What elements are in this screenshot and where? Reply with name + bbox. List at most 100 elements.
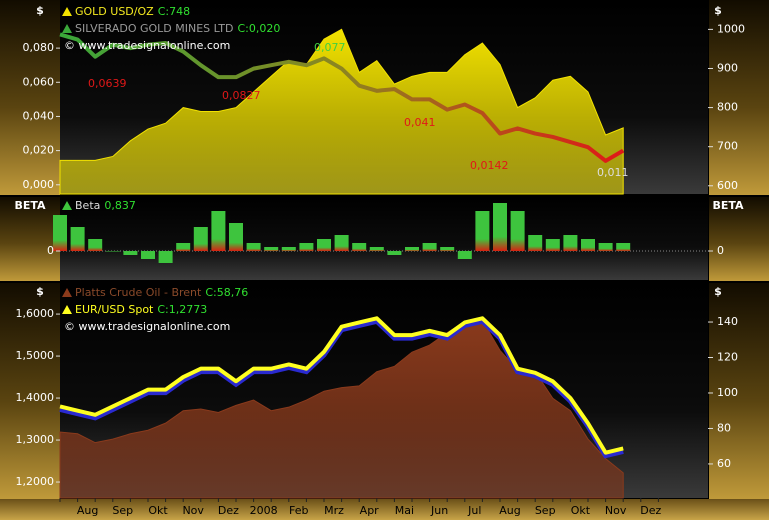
bar [581, 239, 595, 251]
x-tick-label: Okt [148, 504, 168, 517]
bar [193, 227, 208, 251]
x-tick-label: Apr [360, 504, 380, 517]
y-tick-label: 0,080 [23, 41, 55, 54]
annotation: 0,0827 [222, 89, 261, 102]
legend-icon [62, 7, 72, 16]
area [59, 319, 624, 499]
y2-tick-label: 0 [717, 244, 724, 257]
legend-label: SILVERADO GOLD MINES LTD [75, 22, 233, 35]
y-axis-label: $ [36, 285, 44, 298]
y2-tick-label: 140 [717, 315, 738, 328]
legend-entry: EUR/USD Spot C:1,2773 [62, 303, 207, 316]
annotation: 0,011 [597, 166, 629, 179]
bar [405, 247, 419, 251]
annotation: 0,041 [404, 116, 436, 129]
bar [616, 243, 631, 251]
y2-tick-label: 900 [717, 61, 738, 74]
legend-last-value: C:58,76 [205, 286, 248, 299]
bar [352, 243, 367, 251]
y-tick-label: 1,3000 [16, 433, 55, 446]
bar [440, 247, 455, 251]
x-tick-label: Mrz [324, 504, 344, 517]
legend-label: GOLD USD/OZ [75, 5, 154, 18]
x-tick-label: Jun [430, 504, 448, 517]
bar [70, 227, 85, 251]
y-tick-label: 0,060 [23, 75, 55, 88]
legend-last-value: 0,837 [104, 199, 136, 212]
y-axis-label: $ [36, 4, 44, 17]
legend-label: Platts Crude Oil - Brent [75, 286, 202, 299]
bar [387, 251, 402, 255]
x-tick-label: Sep [112, 504, 133, 517]
legend-last-value: C:1,2773 [157, 303, 207, 316]
y-axis-label: BETA [14, 199, 46, 212]
bar [369, 247, 384, 251]
legend-label: Beta [75, 199, 100, 212]
x-tick-label: Dez [218, 504, 239, 517]
bar [317, 239, 331, 251]
y-tick-label: 0,020 [23, 144, 55, 157]
bar [229, 223, 243, 251]
legend-icon [62, 305, 72, 314]
x-tick-label: Aug [77, 504, 98, 517]
x-tick-label: Nov [605, 504, 627, 517]
legend-last-value: C:0,020 [237, 22, 280, 35]
y2-tick-label: 60 [717, 457, 731, 470]
y2-tick-label: 700 [717, 140, 738, 153]
legend-icon [62, 288, 72, 297]
y-tick-label: 1,2000 [16, 475, 55, 488]
bar [334, 235, 349, 251]
y2-tick-label: 80 [717, 421, 731, 434]
y2-axis-label: BETA [712, 199, 744, 212]
legend-entry: Beta 0,837 [62, 199, 136, 212]
legend-last-value: C:748 [158, 5, 190, 18]
bar [299, 243, 314, 251]
bar [105, 251, 120, 252]
y2-tick-label: 800 [717, 101, 738, 114]
bar [176, 243, 191, 251]
legend-label: EUR/USD Spot [75, 303, 154, 316]
x-tick-label: Okt [571, 504, 591, 517]
y-tick-label: 1,5000 [16, 349, 55, 362]
x-tick-label: Nov [182, 504, 204, 517]
bar [88, 239, 103, 251]
y2-tick-label: 600 [717, 179, 738, 192]
y-tick-label: 1,6000 [16, 307, 55, 320]
y2-axis-label: $ [714, 285, 722, 298]
annotation: 0,0639 [88, 77, 127, 90]
bar [264, 247, 279, 251]
x-tick-label: Dez [640, 504, 661, 517]
legend-icon [62, 24, 72, 33]
y2-tick-label: 120 [717, 351, 738, 364]
x-tick-label: Jul [467, 504, 481, 517]
bar [598, 243, 613, 251]
y-tick-label: 0,040 [23, 109, 55, 122]
x-tick-label: Mai [395, 504, 414, 517]
y-tick-label: 0 [47, 244, 54, 257]
area [59, 28, 624, 195]
bar [457, 251, 472, 259]
bar [545, 239, 560, 251]
x-tick-label: Sep [535, 504, 556, 517]
bar [510, 211, 525, 251]
legend-entry: GOLD USD/OZ C:748 [62, 5, 190, 18]
bar [211, 211, 226, 251]
line [59, 316, 624, 455]
x-tick-label: 2008 [250, 504, 278, 517]
bar [493, 203, 507, 251]
legend-entry: Platts Crude Oil - Brent C:58,76 [62, 286, 248, 299]
legend-icon [62, 201, 72, 210]
x-tick-label: Feb [289, 504, 308, 517]
annotation: 0,0142 [470, 159, 509, 172]
bar [422, 243, 437, 251]
bar [563, 235, 578, 251]
source: © www.tradesignalonline.com [64, 39, 230, 52]
bar [53, 215, 67, 251]
y2-tick-label: 100 [717, 386, 738, 399]
bar [475, 211, 490, 251]
annotation: 0,077 [314, 41, 346, 54]
y-tick-label: 0,000 [23, 178, 55, 191]
bar [141, 251, 155, 259]
